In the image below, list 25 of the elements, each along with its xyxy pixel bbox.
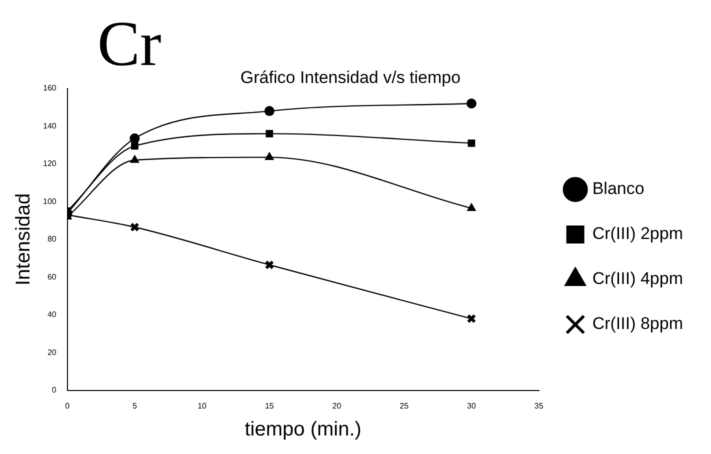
y-tick-label: 140: [42, 121, 57, 130]
legend-label: Cr(III) 4ppm: [592, 269, 684, 288]
y-tick-label: 0: [52, 386, 57, 395]
x-tick-label: 5: [132, 401, 138, 410]
x-tick-label: 35: [534, 401, 544, 410]
y-tick-label: 100: [42, 196, 57, 206]
x-tick-label: 25: [400, 401, 410, 410]
x-tick-label: 20: [332, 401, 342, 410]
x-tick-label: 10: [198, 401, 208, 410]
x-tick-label: 15: [264, 401, 274, 410]
y-tick-label: 60: [47, 272, 57, 282]
x-tick-label: 30: [467, 401, 476, 410]
y-tick-label: 20: [47, 348, 57, 357]
legend-label: Blanco: [592, 179, 644, 198]
y-tick-label: 120: [42, 159, 57, 168]
legend-label: Cr(III) 2ppm: [592, 224, 684, 244]
y-tick-label: 40: [47, 310, 57, 320]
x-tick-label: 0: [65, 401, 70, 410]
legend-label: Cr(III) 8ppm: [592, 314, 684, 334]
x-axis-title: tiempo (min.): [244, 418, 362, 441]
y-tick-label: 80: [47, 234, 57, 244]
text: Cr: [97, 8, 162, 79]
y-tick-label: 160: [42, 84, 57, 93]
chart-title: Gráfico Intensidad v/s tiempo: [240, 68, 461, 87]
y-axis-title: Intensidad: [12, 193, 35, 286]
